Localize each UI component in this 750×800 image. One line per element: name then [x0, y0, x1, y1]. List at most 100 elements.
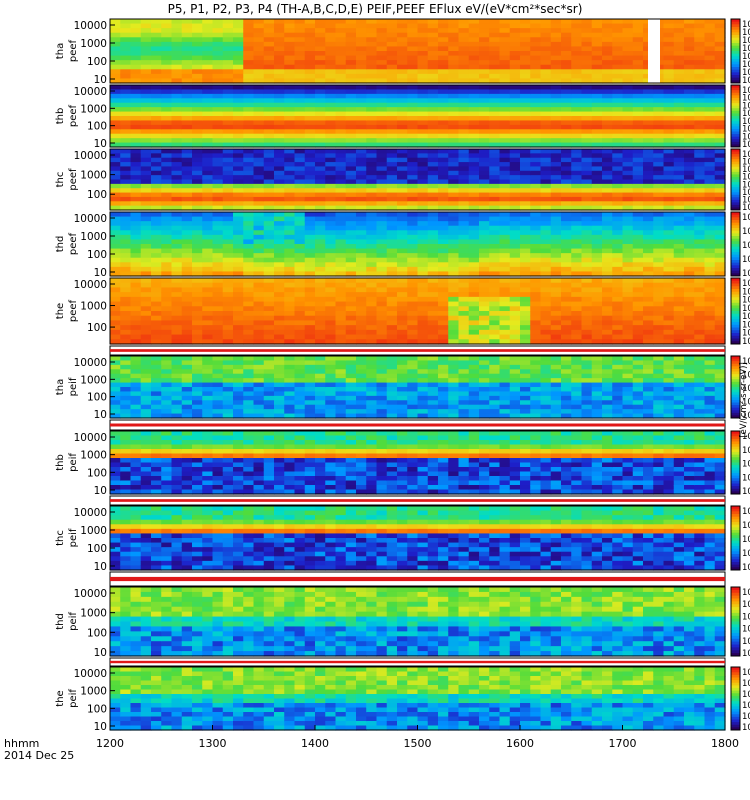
spectrogram-cell	[151, 78, 162, 84]
spectrogram-cell	[274, 257, 285, 263]
spectrogram-cell	[479, 98, 490, 104]
spectrogram-cell	[315, 320, 326, 326]
spectrogram-cell	[386, 360, 398, 366]
colorbar-swatch	[731, 322, 740, 326]
spectrogram-cell	[499, 129, 511, 135]
spectrogram-cell	[120, 166, 132, 172]
spectrogram-cell	[120, 55, 132, 61]
spectrogram-cell	[366, 387, 378, 393]
spectrogram-cell	[171, 162, 183, 168]
spectrogram-cell	[304, 179, 316, 185]
spectrogram-cell	[120, 216, 132, 222]
spectrogram-cell	[356, 41, 367, 48]
spectrogram-cell	[581, 301, 593, 307]
spectrogram-cell	[376, 373, 388, 379]
spectrogram-cell	[571, 85, 583, 91]
spectrogram-cell	[612, 179, 624, 185]
spectrogram-cell	[202, 201, 214, 207]
spectrogram-cell	[663, 51, 675, 57]
spectrogram-cell	[294, 339, 306, 345]
spectrogram-cell	[458, 413, 470, 419]
spectrogram-cell	[438, 170, 449, 176]
spectrogram-cell	[192, 111, 203, 117]
colorbar-tick: 10⁷	[742, 296, 750, 306]
spectrogram-cell	[140, 382, 152, 388]
spectrogram-cell	[653, 257, 665, 263]
spectrogram-cell	[407, 253, 419, 259]
spectrogram-cell	[673, 55, 685, 61]
spectrogram-cell	[571, 282, 583, 289]
spectrogram-cell	[550, 196, 562, 202]
spectrogram-cell	[694, 278, 706, 284]
spectrogram-cell	[417, 46, 429, 52]
spectrogram-cell	[304, 23, 316, 29]
spectrogram-cell	[386, 287, 398, 293]
spectrogram-cell	[540, 221, 552, 227]
spectrogram-cell	[253, 162, 265, 168]
spectrogram-cell	[110, 253, 121, 259]
spectrogram-cell	[315, 166, 326, 172]
spectrogram-cell	[181, 413, 193, 419]
spectrogram-cell	[448, 28, 460, 34]
spectrogram-cell	[694, 221, 706, 227]
spectrogram-cell	[581, 124, 593, 130]
spectrogram-cell	[427, 373, 439, 379]
spectrogram-cell	[233, 225, 244, 231]
spectrogram-cell	[694, 175, 706, 181]
spectrogram-cell	[448, 196, 460, 202]
spectrogram-cell	[304, 253, 316, 259]
spectrogram-cell	[499, 391, 511, 397]
spectrogram-cell	[161, 212, 173, 218]
spectrogram-cell	[417, 69, 429, 75]
spectrogram-cell	[561, 230, 572, 236]
spectrogram-cell	[171, 170, 183, 176]
spectrogram-cell	[540, 73, 552, 80]
spectrogram-cell	[376, 102, 388, 108]
spectrogram-cell	[571, 153, 583, 159]
spectrogram-cell	[468, 315, 480, 322]
spectrogram-cell	[509, 153, 521, 159]
spectrogram-cell	[520, 230, 531, 236]
spectrogram-cell	[366, 239, 378, 245]
spectrogram-cell	[632, 28, 644, 34]
colorbar: 10¹⁰10⁸10⁶10⁴10²	[730, 211, 750, 279]
spectrogram-cell	[233, 124, 244, 130]
spectrogram-cell	[448, 320, 460, 326]
spectrogram-cell	[253, 334, 265, 340]
spectrogram-cell	[263, 216, 275, 222]
spectrogram-cell	[684, 120, 695, 126]
spectrogram-cell	[151, 257, 162, 263]
spectrogram-cell	[171, 325, 183, 331]
spectrogram-cell	[366, 306, 378, 312]
spectrogram-cell	[694, 301, 706, 307]
spectrogram-cell	[253, 364, 265, 370]
spectrogram-cell	[653, 179, 665, 185]
spectrogram-cell	[325, 98, 337, 104]
spectrogram-cell	[130, 369, 142, 375]
spectrogram-cell	[489, 360, 501, 366]
spectrogram-cell	[386, 51, 398, 57]
spectrogram-cell	[684, 282, 695, 289]
spectrogram-cell	[110, 329, 121, 336]
spectrogram-cell	[550, 320, 562, 326]
spectrogram-cell	[192, 334, 203, 340]
spectrogram-cell	[284, 257, 296, 263]
spectrogram-cell	[550, 278, 562, 284]
spectrogram-cell	[120, 116, 132, 122]
spectrogram-cell	[243, 89, 255, 95]
spectrogram-cell	[130, 212, 142, 218]
spectrogram-cell	[663, 188, 675, 194]
spectrogram-cell	[438, 85, 449, 91]
spectrogram-cell	[448, 188, 460, 194]
spectrogram-cell	[356, 166, 367, 172]
spectrogram-cell	[140, 28, 152, 34]
spectrogram-cell	[284, 60, 296, 66]
spectrogram-cell	[233, 205, 244, 211]
spectrogram-cell	[520, 93, 531, 99]
spectrogram-cell	[181, 266, 193, 273]
spectrogram-cell	[663, 138, 675, 144]
spectrogram-cell	[571, 205, 583, 211]
spectrogram-cell	[284, 162, 296, 168]
spectrogram-cell	[509, 216, 521, 222]
spectrogram-cell	[571, 23, 583, 29]
